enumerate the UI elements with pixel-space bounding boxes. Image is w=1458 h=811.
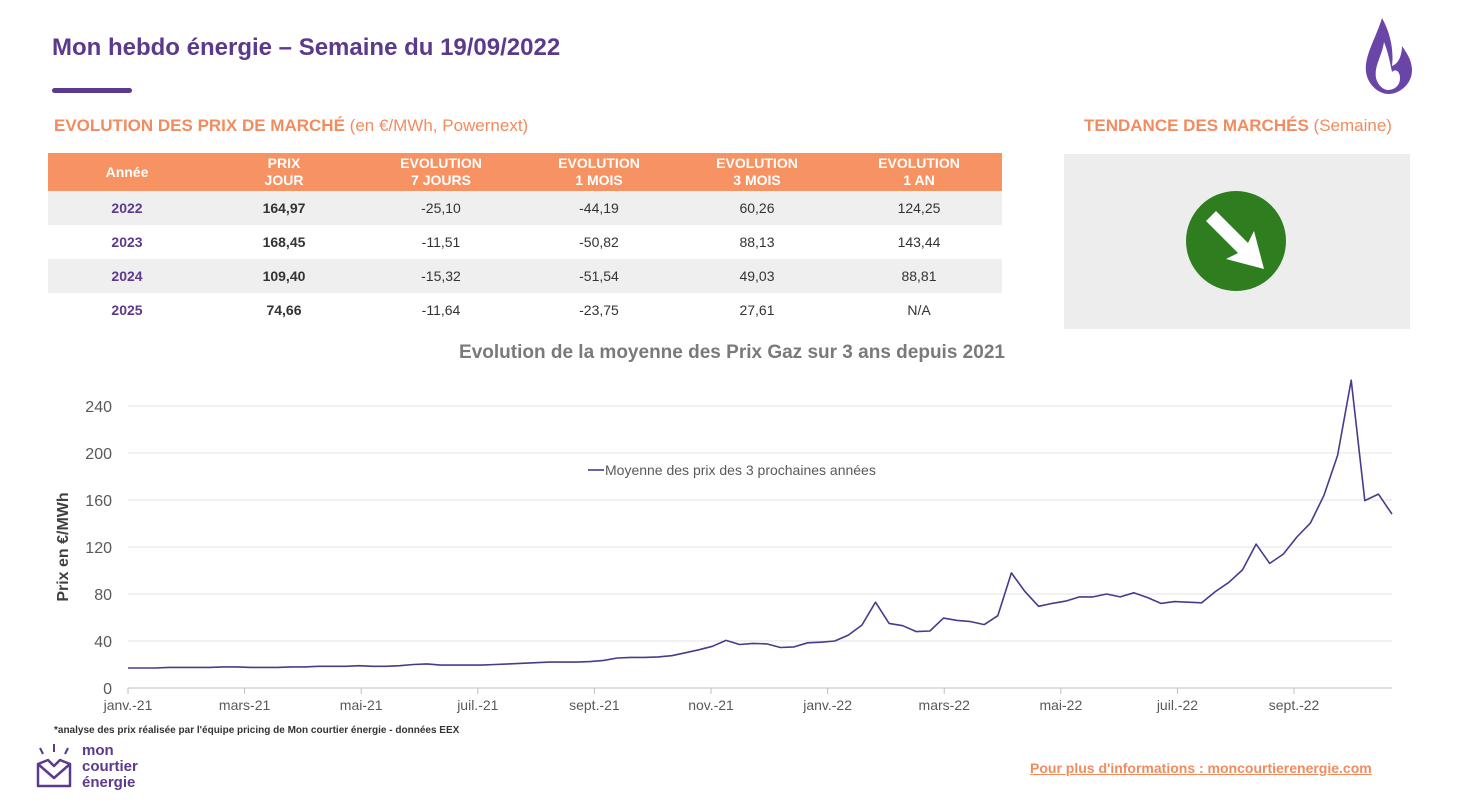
cell-year: 2024 xyxy=(48,259,206,293)
cell-day-price: 164,97 xyxy=(206,191,362,225)
cell-evol-1y: 143,44 xyxy=(897,234,941,250)
flame-icon xyxy=(1365,18,1412,94)
cell-day-price: 109,40 xyxy=(206,259,362,293)
website-link[interactable]: Pour plus d'informations : moncourtieren… xyxy=(1030,760,1372,776)
table-row: 2025 74,66 -11,64 -23,75 27,61 N/A xyxy=(48,293,1002,327)
table-row: 2022 164,97 -25,10 -44,19 60,26 124,25 xyxy=(48,191,1002,225)
cell-evol-3m: 49,03 xyxy=(678,259,836,293)
cell-evol-1m: -23,75 xyxy=(579,302,619,318)
trend-section-title-period: (Semaine) xyxy=(1313,116,1392,135)
y-tick-label: 240 xyxy=(85,399,112,416)
cell-evol-7d: -11,51 xyxy=(421,234,461,250)
x-tick-label: nov.-21 xyxy=(688,697,734,713)
cell-evol-1y: N/A xyxy=(907,302,931,318)
x-tick-label: sept.-21 xyxy=(569,697,620,713)
cell-evol-7d: -15,32 xyxy=(362,259,520,293)
cell-evol-1y: 88,81 xyxy=(836,259,1002,293)
trend-section-title: TENDANCE DES MARCHÉS (Semaine) xyxy=(1084,116,1392,136)
legend-label: Moyenne des prix des 3 prochaines années xyxy=(605,462,876,478)
header-evol-7d: EVOLUTION 7 JOURS xyxy=(362,153,520,191)
y-axis-label: Prix en €/MWh xyxy=(55,492,72,601)
logo-icon xyxy=(36,744,72,788)
series-line xyxy=(128,379,1393,669)
price-line-chart: 0 40 80 120 160 200 240 janv.-21 mars-21 mai-21 ju… xyxy=(55,379,1393,713)
x-tick-label: janv.-21 xyxy=(103,697,153,713)
page-title: Mon hebdo énergie – Semaine du 19/09/202… xyxy=(52,34,561,61)
prices-section-title-unit: (en €/MWh, Powernext) xyxy=(349,116,529,135)
cell-evol-3m: 60,26 xyxy=(678,191,836,225)
brand-line: mon xyxy=(82,742,114,759)
brand-line: énergie xyxy=(82,774,136,791)
x-tick-label: mars-22 xyxy=(919,697,971,713)
table-row: 2024 109,40 -15,32 -51,54 49,03 88,81 xyxy=(48,259,1002,293)
cell-evol-1m: -44,19 xyxy=(520,191,678,225)
cell-evol-1m: -51,54 xyxy=(520,259,678,293)
cell-evol-1m: -50,82 xyxy=(579,234,619,250)
y-tick-label: 200 xyxy=(85,446,112,463)
price-table: Année PRIX JOUR EVOLUTION 7 JOURS EVOLUTIO… xyxy=(48,153,1002,327)
y-tick-label: 80 xyxy=(94,587,112,604)
cell-evol-3m: 27,61 xyxy=(739,302,775,318)
y-tick-label: 160 xyxy=(85,493,112,510)
x-tick-label: mai-21 xyxy=(340,697,383,713)
brand-line: courtier xyxy=(82,758,138,775)
prices-section-title: EVOLUTION DES PRIX DE MARCHÉ (en €/MWh, … xyxy=(54,116,528,136)
table-header-row: Année PRIX JOUR EVOLUTION 7 JOURS EVOLUTIO… xyxy=(48,153,1002,191)
cell-evol-7d: -25,10 xyxy=(362,191,520,225)
cell-year: 2023 xyxy=(111,234,143,250)
down-right-arrow-icon xyxy=(1186,191,1286,291)
trend-section-title-bold: TENDANCE DES MARCHÉS xyxy=(1084,116,1309,135)
header-evol-3m: EVOLUTION 3 MOIS xyxy=(678,153,836,191)
y-tick-label: 0 xyxy=(103,681,112,698)
cell-evol-7d: -11,64 xyxy=(421,302,461,318)
cell-evol-1y: 124,25 xyxy=(836,191,1002,225)
y-tick-label: 120 xyxy=(85,540,112,557)
x-tick-label: janv.-22 xyxy=(802,697,852,713)
cell-day-price: 74,66 xyxy=(266,302,302,318)
x-tick-label: sept.-22 xyxy=(1269,697,1320,713)
header-day-price: PRIX JOUR xyxy=(206,153,362,191)
x-tick-label: mars-21 xyxy=(219,697,271,713)
chart-title: Evolution de la moyenne des Prix Gaz sur… xyxy=(459,342,1005,363)
x-tick-label: juil.-22 xyxy=(1156,697,1198,713)
x-tick-label: mai-22 xyxy=(1039,697,1082,713)
title-underline xyxy=(52,88,132,93)
prices-section-title-bold: EVOLUTION DES PRIX DE MARCHÉ xyxy=(54,116,345,135)
table-row: 2023 168,45 -11,51 -50,82 88,13 143,44 xyxy=(48,225,1002,259)
cell-day-price: 168,45 xyxy=(262,234,306,250)
header-evol-1y: EVOLUTION 1 AN xyxy=(836,153,1002,191)
x-tick-label: juil.-21 xyxy=(456,697,498,713)
footnote: *analyse des prix réalisée par l'équipe … xyxy=(54,725,460,736)
cell-evol-3m: 88,13 xyxy=(739,234,775,250)
cell-year: 2025 xyxy=(111,302,143,318)
header-year: Année xyxy=(48,153,206,191)
cell-year: 2022 xyxy=(48,191,206,225)
brand-name: mon courtier énergie xyxy=(82,743,138,791)
header-evol-1m: EVOLUTION 1 MOIS xyxy=(520,153,678,191)
trend-panel xyxy=(1064,154,1410,329)
y-tick-label: 40 xyxy=(94,634,112,651)
